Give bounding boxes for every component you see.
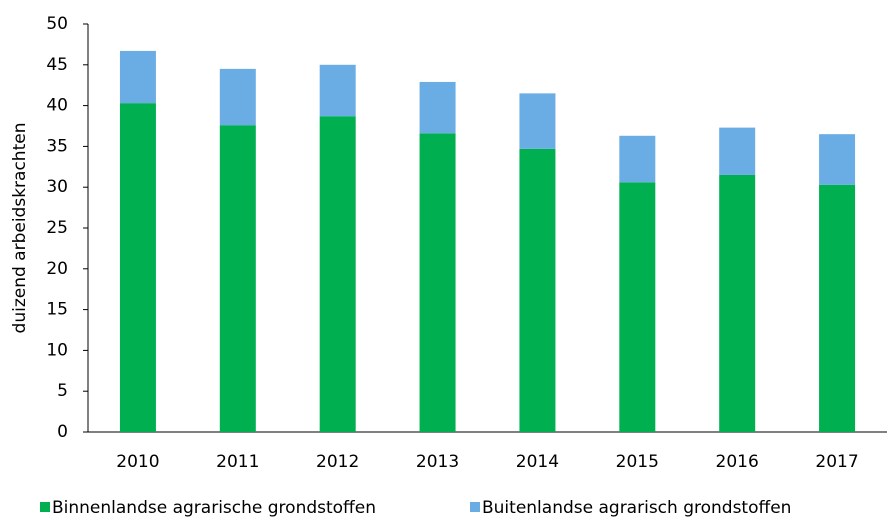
bar-segment: [519, 93, 556, 149]
bar-segment: [319, 64, 356, 117]
bar-segment: [519, 148, 556, 432]
y-tick-label: 10: [46, 340, 68, 360]
legend-label: Buitenlandse agrarisch grondstoffen: [482, 498, 791, 518]
legend-swatch: [470, 502, 480, 512]
x-tick-label: 2012: [316, 452, 359, 472]
bar-segment: [619, 182, 656, 432]
x-tick-label: 2015: [616, 452, 659, 472]
y-tick-label: 40: [46, 96, 68, 116]
legend-swatch: [40, 502, 50, 512]
bar-segment: [719, 174, 756, 432]
x-tick-label: 2013: [416, 452, 459, 472]
bar-segment: [719, 127, 756, 175]
bar-segment: [419, 81, 456, 134]
y-tick-label: 35: [46, 136, 68, 156]
x-tick-label: 2016: [716, 452, 759, 472]
bar-segment: [619, 135, 656, 183]
y-tick-label: 50: [46, 14, 68, 34]
y-tick-label: 0: [57, 422, 68, 442]
y-axis-title: duizend arbeidskrachten: [10, 123, 30, 334]
x-tick-label: 2014: [516, 452, 559, 472]
bar-segment: [819, 134, 856, 185]
bar-segment: [319, 116, 356, 432]
y-tick-label: 15: [46, 300, 68, 320]
x-tick-label: 2010: [116, 452, 159, 472]
y-tick-label: 5: [57, 381, 68, 401]
y-tick-label: 20: [46, 259, 68, 279]
y-tick-label: 25: [46, 218, 68, 238]
x-tick-label: 2011: [216, 452, 259, 472]
bar-segment: [819, 184, 856, 432]
legend-label: Binnenlandse agrarische grondstoffen: [52, 498, 376, 518]
bar-segment: [119, 50, 156, 104]
x-tick-label: 2017: [815, 452, 858, 472]
bar-segment: [219, 125, 256, 433]
y-tick-label: 30: [46, 177, 68, 197]
bar-segment: [219, 68, 256, 126]
bar-segment: [119, 103, 156, 432]
y-tick-label: 45: [46, 55, 68, 75]
bar-segment: [419, 133, 456, 432]
